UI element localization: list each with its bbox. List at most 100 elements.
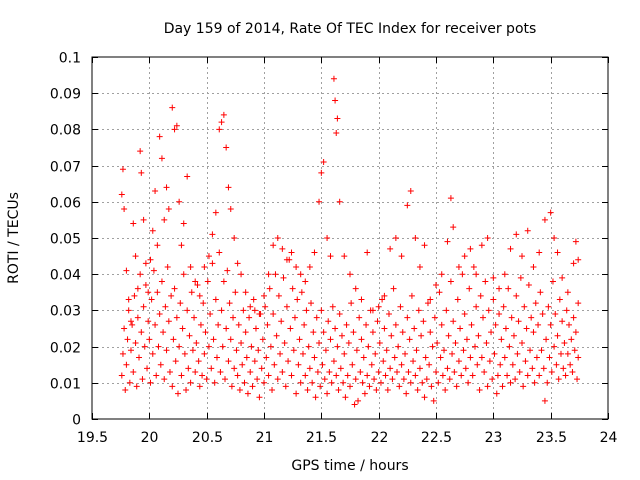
data-point-marker: [385, 311, 392, 318]
data-point-marker: [288, 249, 295, 256]
data-point-marker: [224, 267, 231, 274]
data-point-marker: [269, 387, 276, 394]
data-point-marker: [278, 318, 285, 325]
data-point-marker: [436, 289, 443, 296]
data-point-marker: [170, 336, 177, 343]
data-point-marker: [197, 321, 204, 328]
data-point-marker: [554, 249, 561, 256]
data-point-marker: [369, 329, 376, 336]
data-point-marker: [333, 372, 340, 379]
data-point-marker: [338, 332, 345, 339]
data-point-marker: [235, 321, 242, 328]
data-point-marker: [330, 358, 337, 365]
data-point-marker: [289, 285, 296, 292]
data-point-marker: [488, 329, 495, 336]
data-point-marker: [416, 365, 423, 372]
data-point-marker: [523, 325, 530, 332]
data-point-marker: [501, 271, 508, 278]
data-point-marker: [404, 202, 411, 209]
data-point-marker: [536, 249, 543, 256]
data-point-marker: [225, 358, 232, 365]
data-point-marker: [352, 376, 359, 383]
data-point-marker: [510, 332, 517, 339]
data-point-marker: [494, 372, 501, 379]
data-point-marker: [191, 314, 198, 321]
data-point-marker: [193, 339, 200, 346]
data-point-marker: [449, 350, 456, 357]
data-point-marker: [420, 318, 427, 325]
data-point-marker: [399, 329, 406, 336]
data-point-marker: [496, 285, 503, 292]
data-point-marker: [219, 343, 226, 350]
data-point-marker: [502, 325, 509, 332]
data-point-marker: [156, 311, 163, 318]
data-point-marker: [340, 379, 347, 386]
data-point-marker: [478, 242, 485, 249]
data-point-marker: [311, 354, 318, 361]
data-point-marker: [497, 361, 504, 368]
data-point-marker: [433, 368, 439, 375]
data-point-marker: [263, 354, 270, 361]
data-point-marker: [528, 314, 535, 321]
data-point-marker: [533, 354, 540, 361]
data-point-marker: [185, 365, 192, 372]
data-point-marker: [463, 336, 470, 343]
data-point-marker: [297, 271, 304, 278]
data-point-marker: [364, 249, 371, 256]
data-point-marker: [571, 347, 578, 354]
data-point-marker: [204, 278, 211, 285]
data-point-marker: [541, 216, 548, 223]
data-point-marker: [544, 379, 551, 386]
data-point-marker: [482, 278, 489, 285]
x-tick-label: 22.5: [421, 430, 452, 446]
data-point-marker: [141, 343, 148, 350]
data-point-marker: [147, 256, 154, 263]
data-point-marker: [297, 379, 304, 386]
data-point-marker: [461, 311, 468, 318]
data-point-marker: [119, 350, 126, 357]
data-point-marker: [308, 300, 315, 307]
y-tick-label: 0: [72, 413, 81, 429]
data-point-marker: [491, 350, 498, 357]
data-point-marker: [559, 274, 566, 281]
data-point-marker: [279, 368, 286, 375]
data-point-marker: [166, 368, 173, 375]
data-point-marker: [469, 372, 476, 379]
data-point-marker: [524, 372, 531, 379]
data-point-marker: [424, 300, 431, 307]
data-point-marker: [282, 383, 289, 390]
data-point-marker: [302, 372, 309, 379]
data-point-marker: [499, 383, 506, 390]
data-point-marker: [240, 307, 247, 314]
data-point-marker: [535, 321, 542, 328]
data-point-marker: [412, 372, 419, 379]
data-point-marker: [275, 292, 282, 299]
data-point-marker: [398, 253, 405, 260]
data-point-marker: [142, 260, 149, 267]
data-point-marker: [389, 376, 396, 383]
data-point-marker: [218, 307, 225, 314]
x-tick-labels: 19.5 20 20.5 21 21.5 22 22.5 23 23.5 24: [77, 430, 618, 446]
data-point-marker: [560, 365, 567, 372]
grid-lines: [92, 57, 608, 419]
data-point-marker: [241, 379, 248, 386]
data-point-marker: [236, 387, 243, 394]
data-point-marker: [575, 300, 582, 307]
data-point-marker: [443, 307, 450, 314]
data-point-marker: [196, 292, 203, 299]
data-point-marker: [478, 354, 485, 361]
data-point-marker: [413, 347, 420, 354]
data-point-marker: [570, 314, 577, 321]
data-point-marker: [202, 329, 209, 336]
data-point-marker: [264, 321, 271, 328]
data-point-marker: [507, 379, 514, 386]
data-point-marker: [410, 358, 417, 365]
data-point-marker: [537, 289, 544, 296]
data-point-marker: [330, 75, 337, 82]
data-point-marker: [467, 354, 474, 361]
data-point-marker: [490, 274, 497, 281]
data-point-marker: [310, 329, 317, 336]
data-point-marker: [359, 379, 366, 386]
data-point-marker: [225, 184, 232, 191]
